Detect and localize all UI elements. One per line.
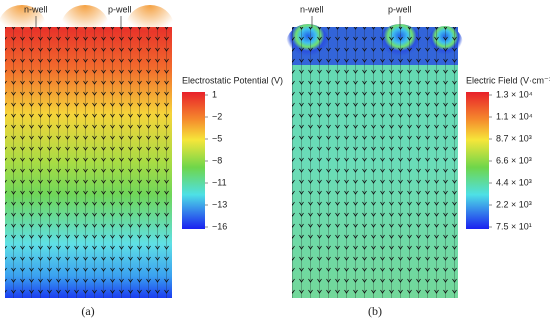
colorbar-tick-label: 6.6 × 10³ [496, 155, 532, 165]
colorbar [466, 92, 489, 229]
field-lines [5, 27, 172, 298]
colorbar-tick-label: −8 [212, 155, 222, 165]
colorbar-tick-label: −13 [212, 199, 227, 209]
colorbar-title: Electrostatic Potential (V) [182, 75, 283, 85]
colorbar-tick-label: −5 [212, 133, 222, 143]
caption: (b) [368, 304, 382, 318]
colorbar-tick-label: −16 [212, 221, 227, 231]
colorbar-tick-label: 2.2 × 10³ [496, 199, 532, 209]
colorbar-tick-label: 1.1 × 10⁴ [496, 111, 533, 121]
well-label: n-well [300, 4, 324, 14]
colorbar-tick-label: 1 [212, 89, 217, 99]
caption: (a) [81, 304, 94, 318]
well-label: p-well [108, 4, 132, 14]
colorbar-tick-label: −2 [212, 111, 222, 121]
colorbar-tick-label: 1.3 × 10⁴ [496, 89, 533, 99]
panel-b [286, 16, 489, 298]
colorbar-tick-label: 8.7 × 10³ [496, 133, 532, 143]
well-label: n-well [24, 4, 48, 14]
colorbar-title: Electric Field (V·cm⁻¹) [466, 75, 550, 85]
colorbar-tick-label: 4.4 × 10³ [496, 177, 532, 187]
colorbar [182, 92, 205, 229]
well-label: p-well [388, 4, 412, 14]
panel-a [0, 5, 205, 298]
field-lines [292, 27, 458, 298]
colorbar-tick-label: 7.5 × 10¹ [496, 221, 532, 231]
colorbar-tick-label: −11 [212, 177, 227, 187]
